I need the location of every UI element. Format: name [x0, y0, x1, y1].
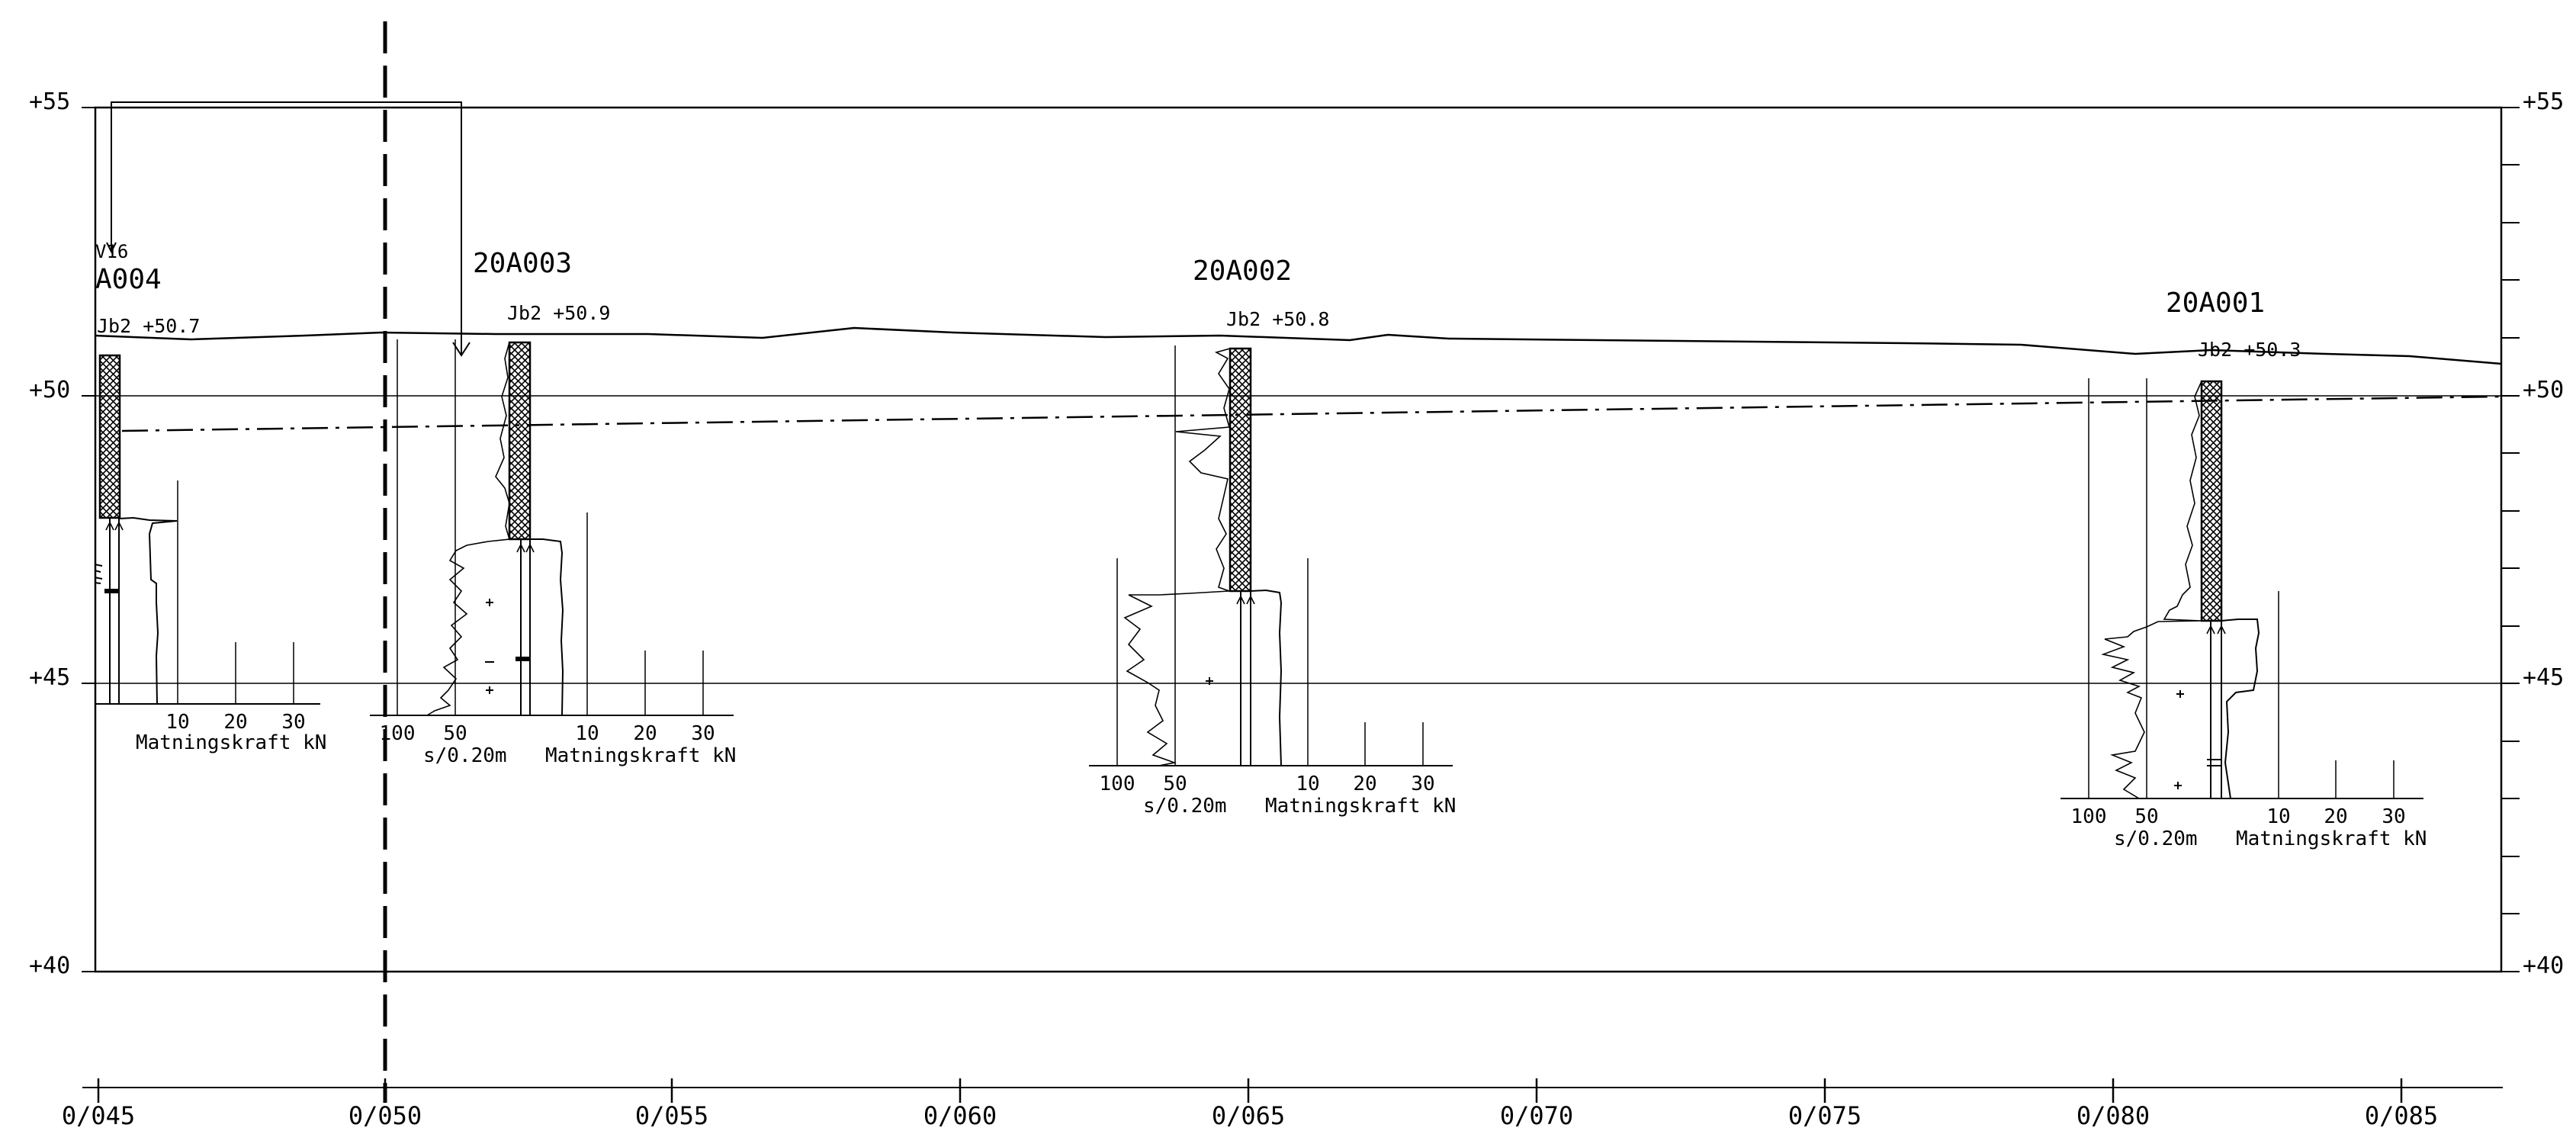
scale-tick-30: 30 — [281, 711, 305, 734]
elevation-label-right-55: +55 — [2523, 88, 2564, 115]
penetration-curve — [1123, 348, 1231, 766]
plus-mark-icon — [1206, 677, 1213, 685]
scale-tick-30: 30 — [691, 722, 715, 745]
borehole-20a001: 20A001 Jb2 +50.3 100 50 10 20 30 s/0.20m… — [2060, 288, 2427, 850]
penetration-curve — [2101, 381, 2202, 799]
elevation-label-left-55: +55 — [29, 88, 70, 115]
borehole-a004: V16 A004 Jb2 +50.7 10 20 30 Matningskraf… — [94, 241, 326, 754]
fill-column — [98, 354, 121, 519]
feed-force-axis-label: Matningskraft kN — [136, 731, 326, 754]
scale-tick-10: 10 — [2266, 805, 2290, 828]
borehole-20a003: 20A003 Jb2 +50.9 100 50 10 20 30 s/0.20m… — [370, 248, 736, 767]
fill-column — [2200, 380, 2223, 622]
feed-force-axis-label: Matningskraft kN — [545, 744, 736, 767]
scale-tick-50: 50 — [1163, 773, 1187, 795]
scale-tick-100: 100 — [380, 722, 416, 745]
double-line-marker — [2207, 759, 2221, 766]
plus-mark-icon — [485, 599, 494, 694]
feed-force-curve — [2221, 619, 2260, 799]
chainage-label-0060: 0/060 — [923, 1101, 997, 1130]
plus-mark-icon — [2174, 690, 2184, 789]
feed-force-axis-label: Matningskraft kN — [2236, 827, 2427, 850]
ground-level-label: Jb2 +50.7 — [97, 315, 200, 337]
ground-level-label: Jb2 +50.8 — [1226, 308, 1329, 330]
elevation-label-left-40: +40 — [29, 953, 70, 979]
elevation-label-left-45: +45 — [29, 664, 70, 691]
scale-tick-10: 10 — [1296, 773, 1319, 795]
feed-force-curve — [1250, 589, 1283, 766]
borehole-note: V16 — [95, 241, 128, 262]
casing-top-arrow-icon — [516, 543, 535, 553]
groundwater-line — [121, 395, 2502, 432]
leader-bracket — [111, 101, 462, 355]
right-elevation-scale — [2501, 107, 2520, 972]
feed-force-curve — [530, 538, 564, 716]
elevation-label-right-50: +50 — [2523, 377, 2564, 403]
scale-tick-20: 20 — [1353, 773, 1376, 795]
scale-tick-100: 100 — [2071, 805, 2107, 828]
casing-top-arrow-icon — [105, 521, 124, 531]
penetration-axis-label: s/0.20m — [423, 744, 507, 767]
borehole-id: 20A002 — [1193, 255, 1292, 287]
chainage-label-0075: 0/075 — [1788, 1101, 1861, 1130]
scale-tick-30: 30 — [1411, 773, 1434, 795]
scale-tick-30: 30 — [2382, 805, 2405, 828]
chainage-ticks — [97, 1078, 2403, 1103]
scale-tick-100: 100 — [1100, 773, 1135, 795]
chainage-label-0085: 0/085 — [2365, 1101, 2438, 1130]
scale-tick-20: 20 — [223, 711, 247, 734]
borehole-20a002: 20A002 Jb2 +50.8 100 50 10 20 30 s/0.20m… — [1089, 255, 1456, 818]
elevation-label-right-45: +45 — [2523, 664, 2564, 691]
fill-column — [508, 341, 532, 541]
leader-arrow-small-icon — [106, 242, 117, 254]
feed-force-curve — [118, 516, 178, 705]
left-elevation-scale — [82, 107, 95, 972]
penetration-axis-label: s/0.20m — [2114, 827, 2198, 850]
ground-level-label: Jb2 +50.9 — [507, 302, 610, 324]
casing-top-arrow-icon — [1236, 595, 1255, 605]
ground-surface-line — [95, 326, 2502, 365]
feed-force-axis-label: Matningskraft kN — [1265, 795, 1456, 818]
ground-level-label: Jb2 +50.3 — [2198, 339, 2301, 361]
penetration-axis-label: s/0.20m — [1143, 795, 1227, 818]
scale-tick-20: 20 — [633, 722, 657, 745]
penetration-curve — [426, 342, 511, 716]
scale-tick-10: 10 — [575, 722, 599, 745]
fill-column — [1229, 347, 1252, 593]
scale-tick-20: 20 — [2324, 805, 2347, 828]
chainage-label-0070: 0/070 — [1500, 1101, 1573, 1130]
chainage-label-0065: 0/065 — [1212, 1101, 1285, 1130]
chainage-label-0055: 0/055 — [635, 1101, 708, 1130]
chainage-label-0050: 0/050 — [348, 1101, 422, 1130]
chainage-label-0080: 0/080 — [2077, 1101, 2150, 1130]
scale-tick-50: 50 — [443, 722, 467, 745]
scale-tick-10: 10 — [165, 711, 189, 734]
borehole-id: 20A003 — [473, 248, 572, 279]
elevation-label-right-40: +40 — [2523, 953, 2564, 979]
rod-marks — [94, 564, 103, 584]
elevation-label-left-50: +50 — [29, 377, 70, 403]
borehole-id: A004 — [95, 264, 162, 295]
casing-top-arrow-icon — [2206, 625, 2226, 635]
scale-tick-50: 50 — [2134, 805, 2158, 828]
chainage-label-0045: 0/045 — [62, 1101, 135, 1130]
section-frame — [94, 106, 2503, 973]
borehole-id: 20A001 — [2166, 288, 2265, 319]
